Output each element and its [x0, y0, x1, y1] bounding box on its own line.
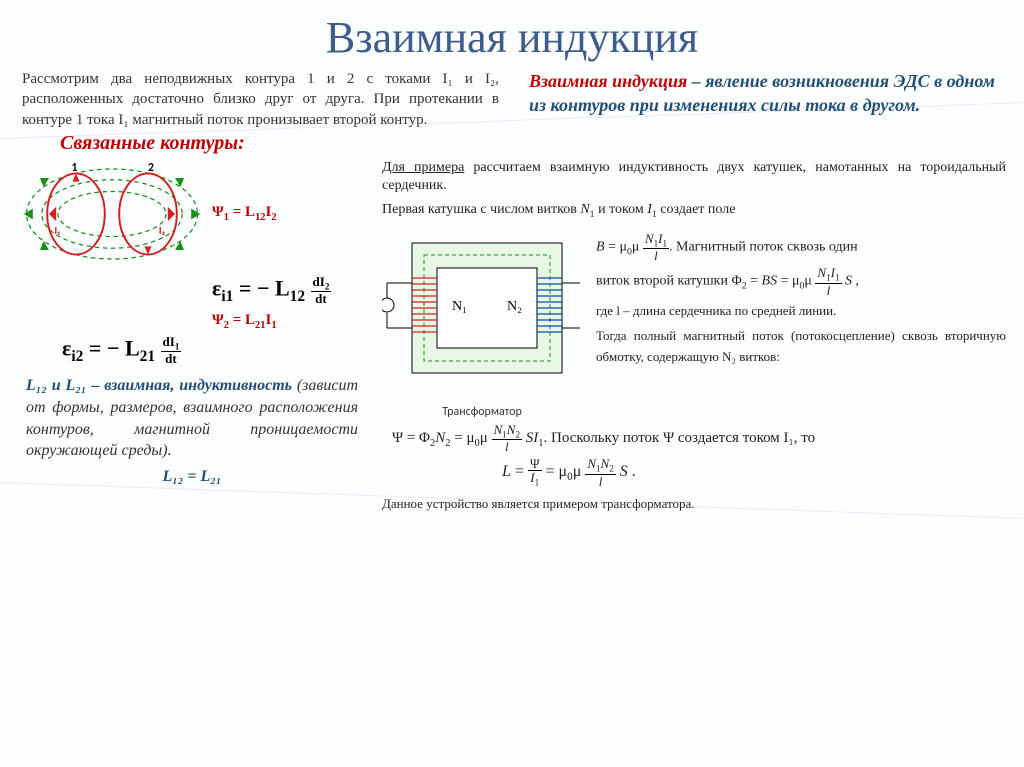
psi2-formula: Ψ2 = L21I1: [212, 312, 362, 331]
transformer-diagram: N₁ N₂: [382, 228, 582, 398]
circuits-row: 1 2 I₁ I₂ Ψ1 = L12I2: [22, 159, 362, 269]
example-intro: Для примера рассчитаем взаимную индуктив…: [382, 159, 1006, 195]
left-column: 1 2 I₁ I₂ Ψ1 = L12I2 εi1 = − L12 dI2dt Ψ…: [22, 159, 362, 512]
i2-label: I₂: [159, 224, 166, 237]
page-title: Взаимная индукция: [0, 0, 1024, 69]
phi2-formula: виток второй катушки Φ2 = BS = μ0μ N1I1l…: [596, 266, 1006, 297]
mutual-inductance-note: L₁₂ и L₂₁ – взаимная, индуктивность (зав…: [22, 375, 362, 487]
psi1-formula: Ψ1 = L12I2: [212, 204, 362, 223]
eps-i2-formula: εi2 = − L21 dI1dt: [62, 335, 362, 366]
transformer-caption: Трансформатор: [382, 405, 582, 419]
example-intro-underline: Для примера: [382, 160, 464, 175]
trafo-n2: N₂: [507, 299, 522, 314]
B-formula: B = μ0μ N1I1l. Магнитный поток сквозь од…: [596, 232, 1006, 263]
eps-i1-formula: εi1 = − L12 dI2dt: [212, 275, 362, 306]
loop1-label: 1: [72, 161, 78, 175]
right-column: Для примера рассчитаем взаимную индуктив…: [382, 159, 1006, 512]
trafo-n1: N₁: [452, 299, 467, 314]
linked-circuits-label: Связанные контуры:: [60, 132, 1024, 155]
note-blue: L₁₂ и L₂₁ – взаимная, индуктивность: [26, 377, 292, 394]
example-row: N₁ N₂ Трансформатор B = μ0μ N1I1l. Магни…: [382, 228, 1006, 419]
intro-definition: Взаимная индукция – явление возникновени…: [529, 69, 1006, 130]
example-derivation: B = μ0μ N1I1l. Магнитный поток сквозь од…: [596, 228, 1006, 419]
full-flux-text: Тогда полный магнитный поток (потокосцеп…: [596, 326, 1006, 368]
intro-left: Рассмотрим два неподвижных контура 1 и 2…: [22, 69, 499, 130]
L-formula: L = ΨI1 = μ0μ N1N2l S .: [502, 457, 1006, 488]
coupled-circuits-diagram: 1 2 I₁ I₂: [22, 159, 202, 269]
loop2-label: 2: [148, 161, 154, 175]
i1-label: I₁: [54, 224, 60, 237]
example-intro-text: рассчитаем взаимную индуктивность двух к…: [382, 160, 1006, 193]
main-columns: 1 2 I₁ I₂ Ψ1 = L12I2 εi1 = − L12 dI2dt Ψ…: [0, 159, 1024, 512]
transformer-figure: N₁ N₂ Трансформатор: [382, 228, 582, 419]
psi-formula: Ψ = Φ2N2 = μ0μ N1N2l SI1. Поскольку пото…: [392, 423, 1006, 454]
example-line1: Первая катушка с числом витков N1 и токо…: [382, 201, 1006, 222]
l-definition: где l – длина сердечника по средней лини…: [596, 301, 1006, 322]
definition-term: Взаимная индукция: [529, 71, 687, 91]
